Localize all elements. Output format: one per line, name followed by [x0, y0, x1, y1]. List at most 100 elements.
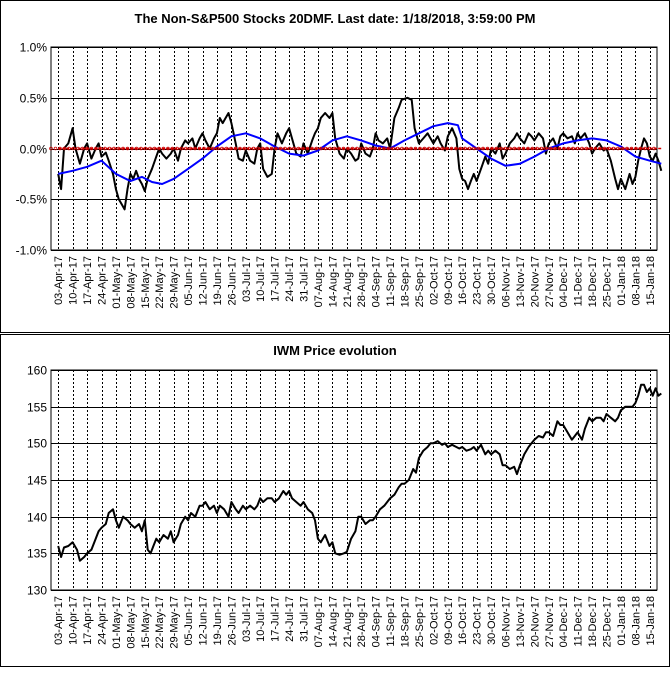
top-zero-marker: [611, 146, 616, 151]
top-zero-marker: [260, 146, 265, 151]
top-xtick-label: 26-Jun-17: [226, 256, 238, 306]
top-ytick-label: 0.5%: [20, 92, 48, 106]
top-zero-marker: [283, 146, 287, 151]
top-zero-marker: [94, 146, 98, 151]
bottom-ytick-label: 130: [27, 584, 47, 598]
bottom-xtick-label: 17-Jul-17: [270, 596, 282, 642]
top-zero-marker: [49, 146, 53, 151]
top-zero-marker: [224, 146, 229, 151]
top-zero-marker: [386, 146, 391, 151]
bottom-xtick-label: 29-May-17: [169, 596, 181, 649]
top-zero-marker: [427, 146, 431, 151]
top-zero-marker: [157, 146, 161, 151]
bottom-xtick-label: 11-Sep-17: [385, 596, 397, 647]
bottom-xtick-label: 15-May-17: [140, 596, 152, 649]
top-zero-marker: [404, 146, 409, 151]
bottom-xtick-label: 31-Jul-17: [299, 596, 311, 642]
top-zero-marker: [328, 146, 332, 151]
bottom-xtick-label: 28-Aug-17: [356, 596, 368, 647]
top-zero-marker: [521, 146, 526, 151]
top-plot-area: -1.0% -0.5% 0.0% 0.5% 1.0% 03-Apr-17 10-Apr-17…: [16, 41, 663, 309]
bottom-xtick-label: 17-Apr-17: [82, 596, 94, 645]
bottom-xtick-label: 21-Aug-17: [342, 596, 354, 647]
bottom-xtick-label: 14-Aug-17: [327, 596, 339, 647]
top-xtick-label: 10-Jul-17: [255, 256, 267, 302]
bottom-xtick-label: 02-Oct-17: [428, 596, 440, 645]
top-zero-marker: [206, 146, 211, 151]
bottom-xtick-label: 08-May-17: [125, 596, 137, 649]
top-zero-marker: [499, 146, 503, 151]
top-zero-marker: [544, 146, 548, 151]
top-zero-marker: [368, 146, 373, 151]
top-xtick-label: 28-Aug-17: [356, 256, 368, 307]
top-xtick-label: 09-Oct-17: [443, 256, 455, 305]
top-zero-marker: [337, 146, 341, 151]
top-zero-marker: [571, 146, 575, 151]
top-zero-marker: [184, 146, 188, 151]
top-zero-marker: [278, 146, 283, 151]
top-zero-marker: [391, 146, 395, 151]
top-xtick-label: 31-Jul-17: [299, 256, 311, 302]
top-zero-marker: [548, 146, 553, 151]
top-zero-marker: [103, 146, 107, 151]
top-zero-marker: [247, 146, 251, 151]
bottom-ytick-label: 145: [27, 474, 47, 488]
top-zero-marker: [436, 146, 440, 151]
bottom-xtick-label: 11-Dec-17: [573, 596, 585, 647]
top-zero-marker: [112, 146, 116, 151]
top-xtick-label: 05-Jun-17: [183, 256, 195, 306]
bottom-xtick-label: 06-Nov-17: [501, 596, 513, 647]
top-zero-marker: [188, 146, 193, 151]
bottom-xtick-label: 18-Dec-17: [587, 596, 599, 647]
top-zero-marker: [161, 146, 166, 151]
top-xtick-label: 01-Jan-18: [616, 256, 628, 306]
bottom-xtick-label: 04-Dec-17: [558, 596, 570, 647]
top-xtick-label: 10-Apr-17: [68, 256, 80, 305]
bottom-ytick-label: 160: [27, 364, 47, 378]
top-zero-marker: [359, 146, 364, 151]
top-xtick-label: 16-Oct-17: [457, 256, 469, 305]
top-zero-marker: [422, 146, 427, 151]
top-xtick-label: 21-Aug-17: [342, 256, 354, 307]
bottom-xtick-label: 20-Nov-17: [529, 596, 541, 647]
bottom-xtick-label: 22-May-17: [154, 596, 166, 649]
top-xtick-label: 03-Jul-17: [241, 256, 253, 302]
top-zero-marker: [251, 146, 256, 151]
top-series-line-1: [57, 122, 662, 185]
top-xtick-label: 04-Dec-17: [558, 256, 570, 307]
top-xtick-label: 11-Sep-17: [385, 256, 397, 307]
top-zero-marker: [481, 146, 485, 151]
top-zero-marker: [494, 146, 499, 151]
top-zero-marker: [107, 146, 112, 151]
top-zero-marker: [638, 146, 643, 151]
top-zero-marker: [301, 146, 305, 151]
top-zero-marker: [580, 146, 584, 151]
top-zero-marker: [598, 146, 602, 151]
top-xtick-label: 17-Apr-17: [82, 256, 94, 305]
bottom-ytick-label: 155: [27, 401, 47, 415]
top-zero-marker: [256, 146, 260, 151]
top-zero-marker: [373, 146, 377, 151]
top-zero-marker: [346, 146, 350, 151]
top-xtick-label: 15-May-17: [140, 256, 152, 309]
top-zero-marker: [584, 146, 589, 151]
top-ytick-label: -1.0%: [16, 244, 48, 258]
top-zero-marker: [152, 146, 157, 151]
top-zero-marker: [400, 146, 404, 151]
top-zero-marker: [233, 146, 238, 151]
top-xtick-label: 07-Aug-17: [313, 256, 325, 307]
top-zero-marker: [292, 146, 296, 151]
top-xtick-label: 02-Oct-17: [428, 256, 440, 305]
top-zero-marker: [458, 146, 463, 151]
top-zero-marker: [490, 146, 494, 151]
top-zero-marker: [575, 146, 580, 151]
top-zero-marker: [116, 146, 121, 151]
top-zero-marker: [319, 146, 323, 151]
top-zero-marker: [517, 146, 521, 151]
top-zero-marker: [175, 146, 179, 151]
bottom-ytick-label: 150: [27, 437, 47, 451]
top-zero-marker: [76, 146, 80, 151]
top-zero-marker: [616, 146, 620, 151]
